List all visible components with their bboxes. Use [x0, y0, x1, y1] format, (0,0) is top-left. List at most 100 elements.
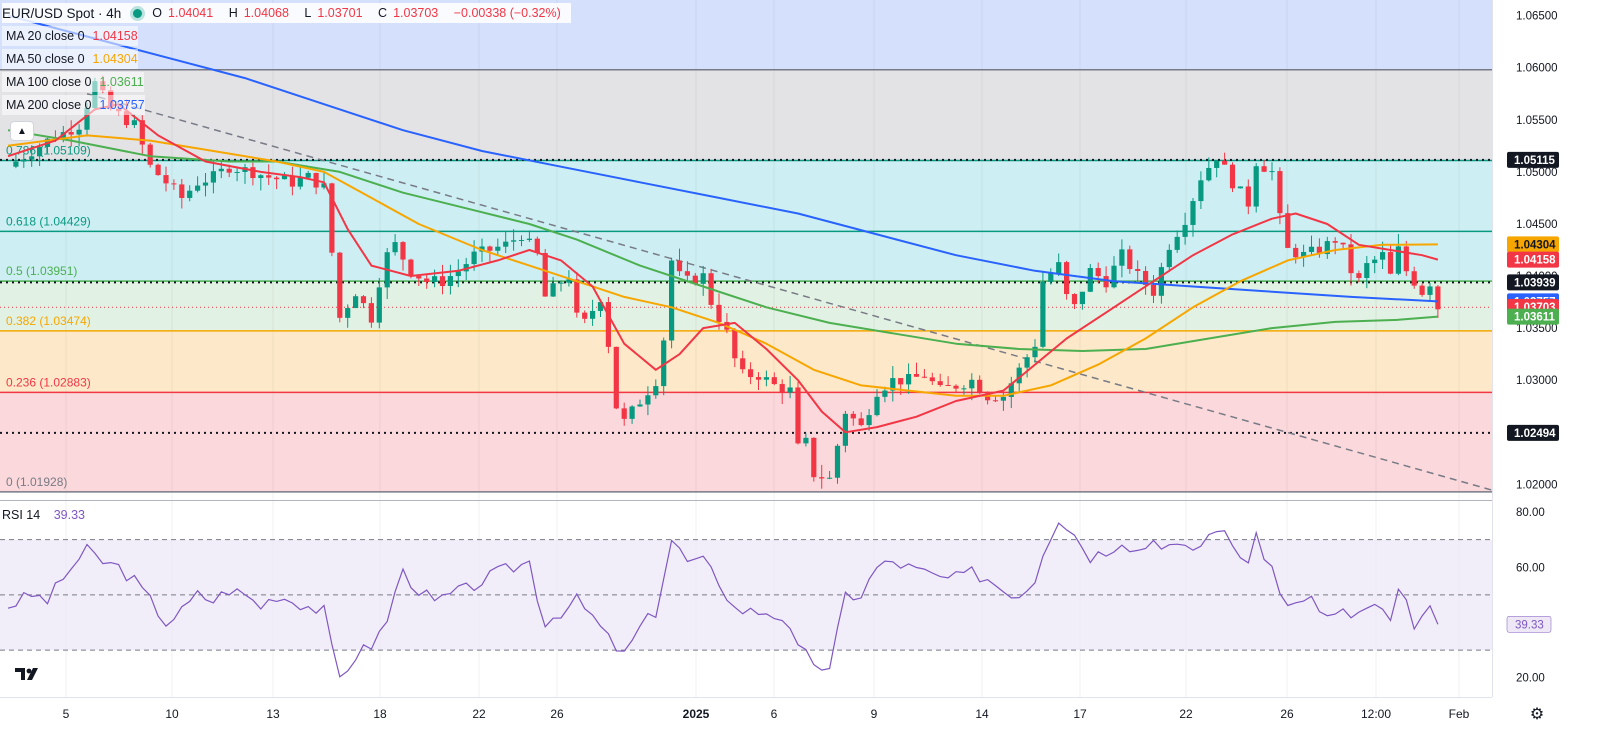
ma200-line[interactable]	[7, 14, 1438, 303]
candle[interactable]	[1214, 160, 1220, 178]
candle[interactable]	[258, 174, 264, 191]
candle[interactable]	[850, 411, 856, 426]
candle[interactable]	[1380, 241, 1386, 269]
rsi-current-tag[interactable]: 39.33	[1506, 616, 1552, 633]
candle[interactable]	[898, 378, 904, 395]
candle[interactable]	[882, 386, 888, 403]
candle[interactable]	[1064, 260, 1070, 300]
candle[interactable]	[447, 264, 453, 295]
candle[interactable]	[1127, 245, 1133, 274]
candle[interactable]	[1229, 162, 1236, 192]
candle[interactable]	[1190, 198, 1196, 237]
candle[interactable]	[811, 437, 817, 482]
candle[interactable]	[368, 297, 374, 328]
candle[interactable]	[574, 271, 580, 318]
candle[interactable]	[400, 241, 406, 271]
candle[interactable]	[1032, 339, 1038, 363]
candle[interactable]	[1324, 236, 1330, 259]
ma50-legend[interactable]: MA 50 close 0 1.04304	[2, 49, 138, 69]
candle[interactable]	[740, 350, 746, 374]
candle[interactable]	[1419, 283, 1425, 297]
price-tag[interactable]: 1.04304	[1507, 236, 1559, 253]
candle[interactable]	[487, 245, 493, 263]
candle[interactable]	[187, 185, 193, 202]
price-tag[interactable]: 1.03939	[1507, 274, 1559, 291]
candle[interactable]	[961, 385, 967, 395]
candle[interactable]	[1150, 274, 1157, 303]
ma50-line[interactable]	[7, 134, 1438, 397]
chevron-up-icon[interactable]: ▲	[10, 121, 34, 141]
candle[interactable]	[637, 399, 643, 407]
candle[interactable]	[1135, 260, 1141, 282]
candle[interactable]	[1395, 234, 1401, 276]
candle[interactable]	[171, 179, 177, 190]
candle[interactable]	[834, 443, 841, 484]
candle[interactable]	[202, 172, 209, 197]
ma200-legend[interactable]: MA 200 close 0 1.03757	[2, 95, 145, 115]
candle[interactable]	[1079, 291, 1085, 310]
candle[interactable]	[748, 362, 754, 385]
candle[interactable]	[503, 231, 509, 253]
candle[interactable]	[329, 182, 335, 257]
candle[interactable]	[1411, 266, 1417, 289]
candle[interactable]	[858, 412, 864, 427]
descending-trendline[interactable]	[86, 93, 1502, 494]
candle[interactable]	[1024, 354, 1030, 378]
candle[interactable]	[13, 154, 19, 169]
candle[interactable]	[1301, 244, 1307, 267]
candle[interactable]	[1435, 285, 1441, 318]
candle[interactable]	[1372, 255, 1378, 274]
candle[interactable]	[629, 405, 635, 424]
candle[interactable]	[360, 295, 367, 309]
candle[interactable]	[1277, 167, 1283, 225]
candle[interactable]	[1040, 270, 1046, 349]
rsi-line[interactable]	[7, 522, 1439, 678]
candle[interactable]	[1048, 268, 1054, 285]
candle[interactable]	[518, 235, 525, 247]
ma20-legend[interactable]: MA 20 close 0 1.04158	[2, 26, 138, 46]
candle[interactable]	[289, 166, 295, 196]
candle[interactable]	[550, 276, 556, 297]
candle[interactable]	[163, 166, 169, 192]
candle[interactable]	[787, 375, 793, 399]
candle[interactable]	[684, 261, 690, 281]
candle[interactable]	[582, 310, 588, 324]
candle[interactable]	[819, 464, 825, 489]
candle[interactable]	[1356, 270, 1362, 283]
candle[interactable]	[590, 299, 596, 326]
candle[interactable]	[1119, 239, 1125, 278]
candle[interactable]	[416, 275, 422, 286]
price-tag[interactable]: 1.05115	[1507, 151, 1559, 168]
candle[interactable]	[945, 376, 951, 387]
candle[interactable]	[803, 433, 809, 447]
candle[interactable]	[305, 170, 311, 179]
candle[interactable]	[732, 328, 738, 368]
candle[interactable]	[1158, 262, 1164, 304]
candle[interactable]	[526, 230, 532, 242]
candle[interactable]	[1348, 234, 1354, 286]
candle[interactable]	[890, 366, 896, 402]
candle[interactable]	[195, 176, 201, 193]
candle[interactable]	[37, 143, 43, 167]
candle[interactable]	[1269, 162, 1275, 181]
candle[interactable]	[376, 277, 382, 329]
candle[interactable]	[1174, 230, 1180, 253]
candle[interactable]	[1293, 243, 1299, 264]
candle[interactable]	[392, 234, 398, 256]
candle[interactable]	[1285, 204, 1291, 249]
candle[interactable]	[827, 470, 833, 480]
symbol-title[interactable]: EUR/USD Spot · 4h	[2, 5, 122, 21]
candle[interactable]	[1253, 163, 1259, 213]
ma100-line[interactable]	[7, 129, 1438, 352]
candle[interactable]	[921, 369, 927, 379]
candle[interactable]	[1056, 253, 1062, 277]
candle[interactable]	[913, 362, 920, 377]
candle[interactable]	[1237, 186, 1243, 189]
candle[interactable]	[321, 172, 327, 190]
candle[interactable]	[210, 159, 216, 194]
candle[interactable]	[1182, 212, 1188, 245]
candle[interactable]	[992, 396, 999, 402]
candle[interactable]	[1316, 238, 1322, 258]
candle[interactable]	[953, 384, 959, 393]
